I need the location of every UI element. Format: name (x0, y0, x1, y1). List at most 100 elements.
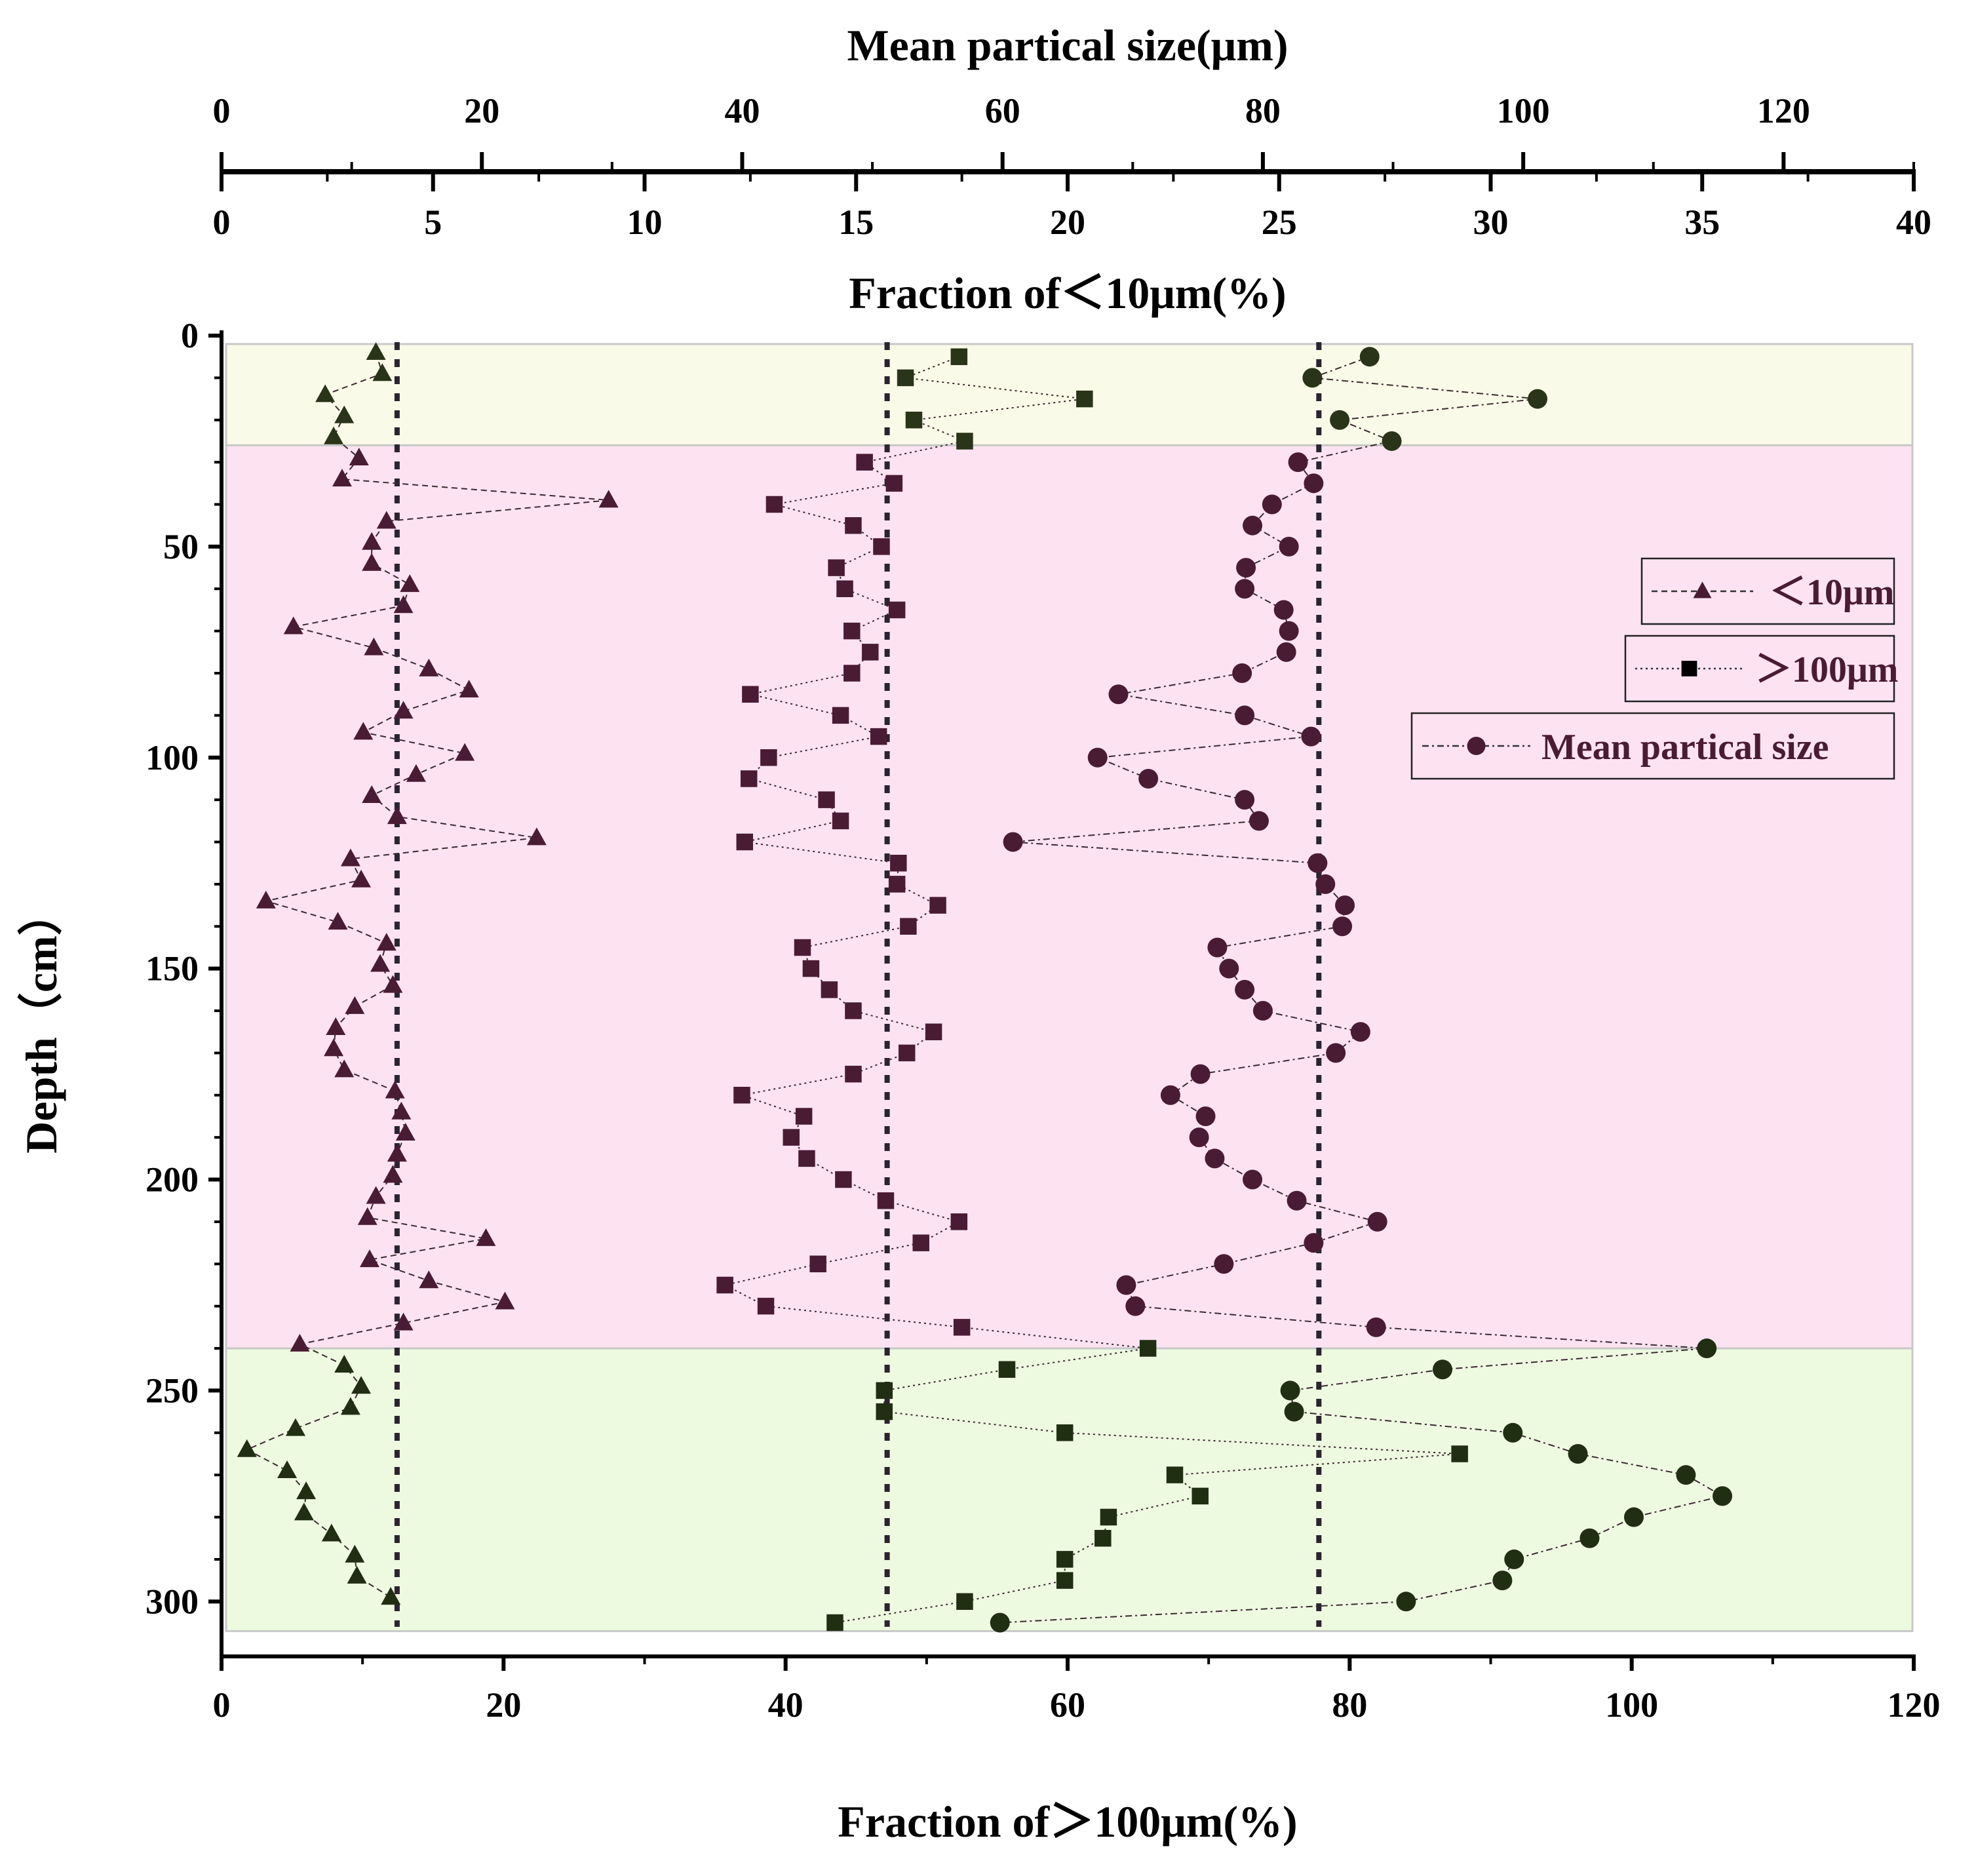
data-point (885, 475, 903, 492)
data-point (1568, 1443, 1588, 1464)
data-point (1367, 1211, 1387, 1232)
top-outer-tick-label: 0 (213, 91, 231, 130)
top-inner-tick-label: 20 (1050, 203, 1085, 242)
top-inner-tick-label: 10 (627, 203, 663, 242)
data-point (828, 559, 845, 576)
bottom-axis-title: Fraction of＞100μm(%) (838, 1797, 1297, 1847)
data-series (237, 342, 1733, 1633)
data-point (870, 728, 887, 745)
data-point (332, 469, 352, 487)
left-tick-label: 100 (145, 738, 199, 777)
left-tick-label: 150 (145, 949, 199, 988)
depth-zone (225, 343, 1914, 446)
data-point (1003, 832, 1023, 852)
top-outer-axis-title: Mean partical size(μm) (847, 20, 1288, 70)
data-point (387, 1144, 407, 1162)
data-point (1138, 768, 1159, 789)
data-point (387, 806, 407, 825)
data-point (334, 1059, 355, 1078)
data-point (832, 707, 849, 724)
data-point (359, 1249, 379, 1268)
bottom-tick-label: 20 (486, 1685, 521, 1725)
square-marker-icon (1681, 661, 1697, 676)
data-point (1304, 473, 1324, 494)
data-point (290, 1333, 310, 1352)
data-point (1579, 1528, 1600, 1548)
data-point (237, 1439, 257, 1457)
data-point (905, 412, 923, 429)
depth-zones (225, 343, 1914, 1632)
data-point (1396, 1592, 1416, 1612)
top-inner-axis-title: Fraction of＜10μm(%) (849, 268, 1286, 318)
data-point (742, 686, 759, 703)
top-inner-tick-label: 5 (424, 203, 442, 242)
data-point (1243, 1169, 1263, 1190)
left-tick-label: 0 (181, 316, 199, 355)
data-point (345, 996, 365, 1014)
data-point (876, 1403, 893, 1420)
data-point (795, 1108, 813, 1125)
data-point (856, 454, 873, 471)
data-point (897, 369, 914, 387)
data-point (285, 1418, 305, 1436)
data-point (1382, 431, 1402, 451)
data-point (1330, 410, 1350, 430)
data-point (890, 854, 907, 872)
data-point (383, 975, 403, 993)
data-point (1301, 726, 1321, 747)
data-point (1235, 790, 1255, 810)
data-point (351, 1376, 372, 1394)
data-point (328, 912, 348, 930)
data-point (818, 791, 835, 808)
data-point (1205, 1148, 1225, 1169)
data-point (324, 426, 344, 444)
data-point (1308, 853, 1328, 873)
data-point (1195, 1106, 1216, 1126)
data-point (845, 1002, 862, 1019)
data-point (381, 1587, 401, 1605)
data-point (334, 405, 355, 423)
data-point (843, 665, 861, 682)
legend-box (1624, 635, 1895, 703)
data-point (1492, 1571, 1513, 1591)
legend-entry-fine-fraction: ＜10μm (1640, 557, 1895, 625)
data-point (1697, 1339, 1717, 1359)
left-tick-label: 250 (145, 1371, 199, 1410)
data-point (393, 1312, 414, 1331)
bottom-tick-label: 80 (1332, 1685, 1367, 1725)
series-mean-size (990, 347, 1733, 1633)
data-point (1160, 1085, 1180, 1105)
legend-entry-mean-size: Mean partical size (1410, 712, 1895, 780)
data-point (990, 1612, 1010, 1633)
data-point (843, 622, 861, 640)
data-point (1366, 1317, 1386, 1337)
data-point (406, 764, 426, 782)
data-point (832, 812, 849, 830)
data-point (1236, 558, 1256, 578)
data-point (794, 939, 811, 956)
data-point (334, 1355, 355, 1373)
data-point (802, 960, 820, 977)
data-point (370, 954, 391, 972)
data-point (845, 1065, 862, 1083)
data-point (362, 532, 382, 550)
data-point (315, 384, 336, 402)
data-point (362, 785, 382, 803)
data-point (1504, 1549, 1524, 1569)
data-point (1243, 515, 1263, 536)
data-point (1713, 1486, 1733, 1506)
data-point (736, 833, 754, 851)
legend: ＜10μm ＞100μm Mean partical size (1410, 557, 1898, 780)
data-point (956, 1593, 973, 1611)
data-point (1232, 663, 1252, 684)
data-point (1279, 536, 1299, 557)
data-point (1262, 494, 1282, 515)
data-point (876, 1382, 893, 1399)
data-point (294, 1502, 314, 1521)
data-point (1433, 1359, 1453, 1380)
data-point (1207, 937, 1228, 958)
data-point (1335, 895, 1355, 916)
data-point (1503, 1422, 1523, 1443)
